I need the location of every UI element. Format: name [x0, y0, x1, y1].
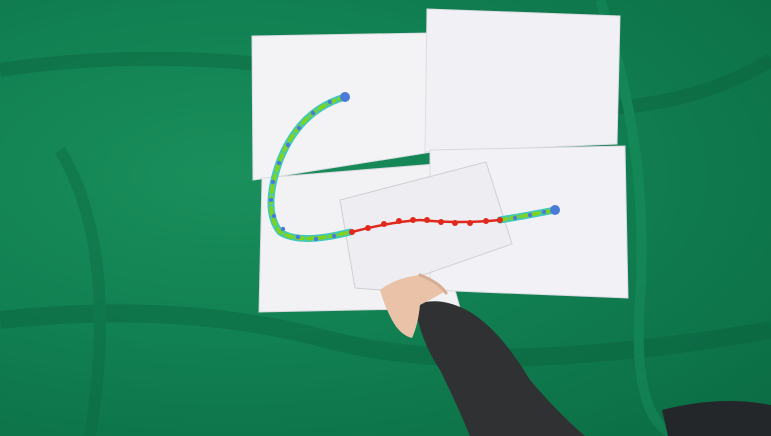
sleeve [415, 301, 585, 436]
red-marker [467, 220, 473, 226]
red-marker [438, 219, 444, 225]
blue-marker [268, 197, 274, 203]
blue-marker [541, 209, 547, 215]
red-marker [410, 217, 416, 223]
blue-marker [527, 212, 533, 218]
person-arm [380, 273, 771, 436]
blue-marker [512, 215, 518, 221]
dark-object-corner [662, 401, 771, 436]
red-marker [381, 221, 387, 227]
red-marker [424, 217, 430, 223]
blue-marker [285, 142, 291, 148]
blue-marker [296, 125, 302, 131]
blue-marker [310, 110, 316, 116]
red-marker [483, 218, 489, 224]
paper-sheets [251, 8, 629, 313]
blue-marker [270, 179, 276, 185]
red-marker [497, 217, 503, 223]
paper-sheet-top-right [424, 8, 621, 153]
finger [418, 273, 448, 295]
rope-red-markers [349, 217, 503, 235]
blue-marker [327, 99, 333, 105]
rope-endpoint-top [340, 92, 350, 102]
blue-marker [280, 226, 286, 232]
blue-marker [313, 236, 319, 242]
red-marker [396, 218, 402, 224]
paper-sheet-held [339, 161, 513, 291]
blue-marker [331, 233, 337, 239]
red-marker [452, 220, 458, 226]
rope-blue-markers [268, 99, 547, 242]
rope-endpoint-right [550, 205, 560, 215]
blue-marker [276, 160, 282, 166]
blue-marker [271, 213, 277, 219]
rope-red-segment [351, 218, 501, 234]
hand [380, 275, 444, 338]
blue-marker [295, 234, 301, 240]
red-marker [349, 229, 355, 235]
red-marker [365, 225, 371, 231]
paper-sheet-top-left [251, 32, 433, 181]
